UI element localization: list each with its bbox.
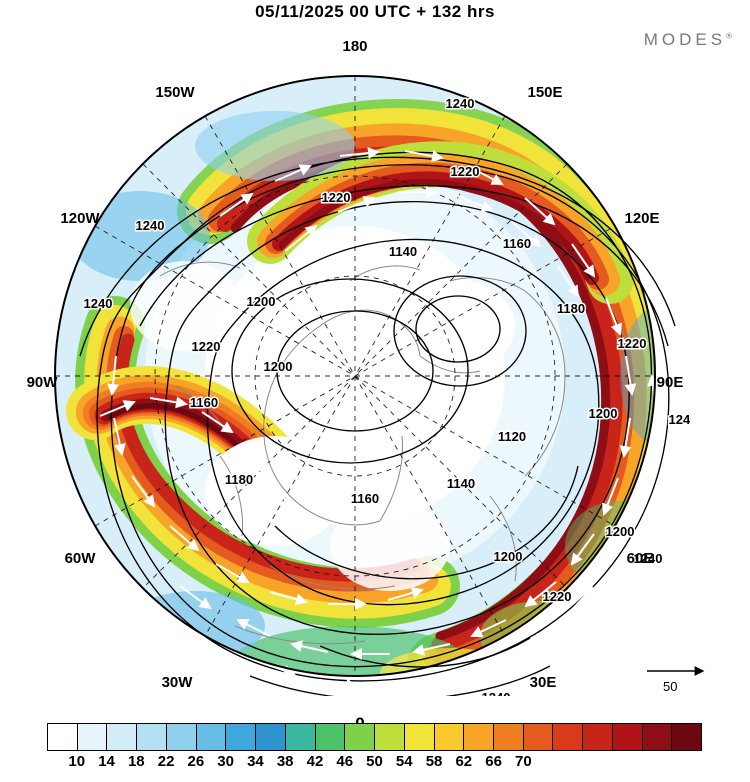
contour-label: 1240 (84, 296, 113, 311)
contour-label: 1160 (190, 395, 218, 410)
polar-map-plot: 1240 1220 1220 1240 1140 1160 1200 1240 1180 1220… (20, 26, 690, 733)
colorbar-tick: 58 (425, 753, 443, 770)
colorbar-swatch (612, 724, 643, 750)
colorbar-swatch (315, 724, 346, 750)
vector-scale: 50 (645, 665, 715, 699)
colorbar-swatch (285, 724, 316, 750)
contour-label: 1160 (503, 236, 531, 251)
lon-label-60e: 60E (626, 550, 654, 567)
graticule (55, 76, 655, 676)
colorbar-swatch (375, 724, 405, 750)
contour-label: 1180 (557, 301, 585, 316)
contour-label: 1120 (498, 429, 526, 444)
vector-scale-arrow-icon (647, 666, 705, 676)
contour-label: 1180 (225, 472, 253, 487)
colorbar-swatch (404, 724, 435, 750)
colorbar-swatches (47, 723, 702, 751)
vector-scale-label: 50 (663, 679, 678, 694)
contour-label: 1200 (589, 406, 618, 421)
colorbar-tick: 54 (395, 753, 413, 770)
contour-label: 1200 (606, 524, 635, 539)
colorbar-swatch (553, 724, 584, 750)
colorbar-swatch (77, 724, 108, 750)
contour-label: 1220 (451, 164, 480, 179)
lon-label-150w: 150W (155, 84, 195, 101)
colorbar-tick: 26 (187, 753, 205, 770)
colorbar-tick: 34 (247, 753, 264, 770)
contour-label: 1200 (247, 294, 276, 309)
colorbar-tick: 50 (366, 753, 383, 770)
colorbar-tick: 46 (336, 753, 354, 770)
contour-label: 1240 (446, 96, 475, 111)
colorbar-swatch (494, 724, 524, 750)
colorbar-tick: 66 (485, 753, 502, 770)
lon-label-120e: 120E (624, 210, 660, 227)
colorbar: 10 14 18 22 26 30 34 38 42 46 50 54 58 62 66 70 (47, 723, 702, 770)
colorbar-swatch (196, 724, 227, 750)
registered-mark: ® (726, 31, 732, 41)
lon-label-120w: 120W (60, 210, 100, 227)
colorbar-swatch (137, 724, 167, 750)
lon-label-60w: 60W (64, 550, 96, 567)
lon-label-90w: 90W (26, 374, 58, 391)
lon-label-30e: 30E (529, 674, 557, 691)
contour-label: 1160 (351, 491, 379, 506)
colorbar-swatch (345, 724, 376, 750)
contour-label: 1220 (618, 336, 647, 351)
contour-label-layer: 1240 1220 1220 1240 1140 1160 1200 1240 1180 1220… (82, 95, 690, 697)
colorbar-tick: 22 (157, 753, 175, 770)
contour-label: 1240 (482, 690, 511, 696)
colorbar-tick: 14 (98, 753, 115, 770)
lon-label-30w: 30W (161, 674, 193, 691)
lon-label-180: 180 (342, 38, 368, 55)
contour-label: 1220 (543, 589, 572, 604)
contour-label: 1220 (322, 190, 351, 205)
colorbar-tick: 30 (217, 753, 234, 770)
contour-label: 1220 (192, 339, 221, 354)
colorbar-swatch (464, 724, 495, 750)
contour-label: 1240 (669, 412, 690, 427)
colorbar-tick: 62 (455, 753, 473, 770)
colorbar-tick: 10 (68, 753, 86, 770)
colorbar-tick: 38 (276, 753, 294, 770)
jet-band-siberia (247, 141, 633, 304)
contour-label: 1240 (634, 551, 663, 566)
modes-logo: MODES® (644, 30, 732, 50)
colorbar-tick: 70 (515, 753, 532, 770)
page-title: 05/11/2025 00 UTC + 132 hrs (255, 2, 495, 21)
colorbar-tick: 42 (306, 753, 324, 770)
contour-label: 1140 (389, 244, 417, 259)
colorbar-swatch (107, 724, 138, 750)
colorbar-swatch (166, 724, 197, 750)
colorbar-swatch (48, 724, 78, 750)
lon-label-90e: 90E (656, 374, 684, 391)
colorbar-swatch (434, 724, 465, 750)
contour-label: 1200 (264, 359, 293, 374)
contour-label: 1140 (447, 476, 475, 491)
colorbar-swatch (226, 724, 257, 750)
contour-label: 1200 (494, 549, 523, 564)
height-contours (79, 151, 676, 696)
map-canvas: 1240 1220 1220 1240 1140 1160 1200 1240 1180 1220… (54, 75, 690, 697)
colorbar-swatch (523, 724, 554, 750)
colorbar-swatch (672, 724, 702, 750)
modes-logo-text: MODES (643, 30, 727, 49)
colorbar-swatch (583, 724, 613, 750)
colorbar-swatch (642, 724, 673, 750)
colorbar-swatch (256, 724, 286, 750)
contour-label: 1240 (136, 218, 165, 233)
colorbar-tick: 18 (127, 753, 145, 770)
lon-label-150e: 150E (527, 84, 563, 101)
colorbar-tick-labels: 10 14 18 22 26 30 34 38 42 46 50 54 58 62 66 70 (47, 753, 702, 773)
